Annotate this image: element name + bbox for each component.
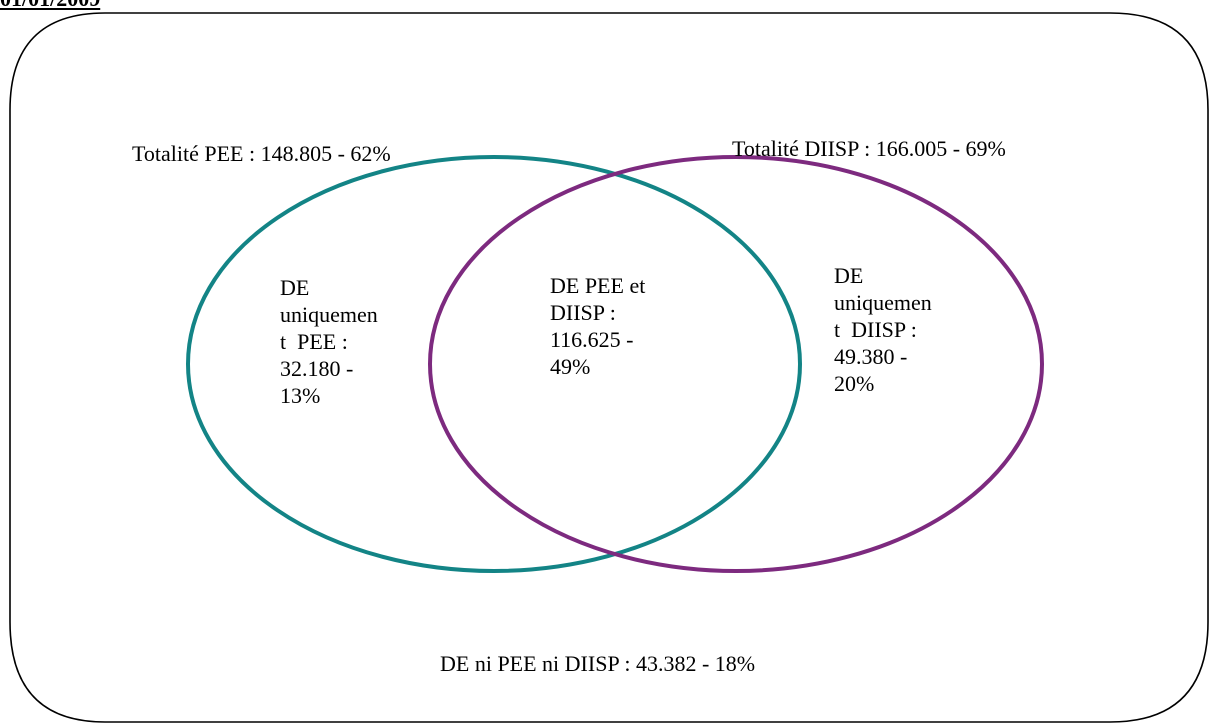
pee-circle	[186, 155, 802, 573]
intersection-region: DE PEE et DIISP : 116.625 - 49%	[550, 273, 646, 379]
diisp-circle	[428, 155, 1044, 573]
neither-label: DE ni PEE ni DIISP : 43.382 - 18%	[440, 651, 756, 676]
header-date: 01/01/2009	[0, 0, 100, 12]
total-pee-label: Totalité PEE : 148.805 - 62%	[132, 141, 391, 166]
only-diisp-region: DE uniquemen t DIISP : 49.380 - 20%	[834, 263, 932, 396]
total-diisp-label: Totalité DIISP : 166.005 - 69%	[732, 136, 1006, 161]
only-pee-region: DE uniquemen t PEE : 32.180 - 13%	[280, 275, 378, 408]
rounded-frame	[9, 12, 1209, 723]
